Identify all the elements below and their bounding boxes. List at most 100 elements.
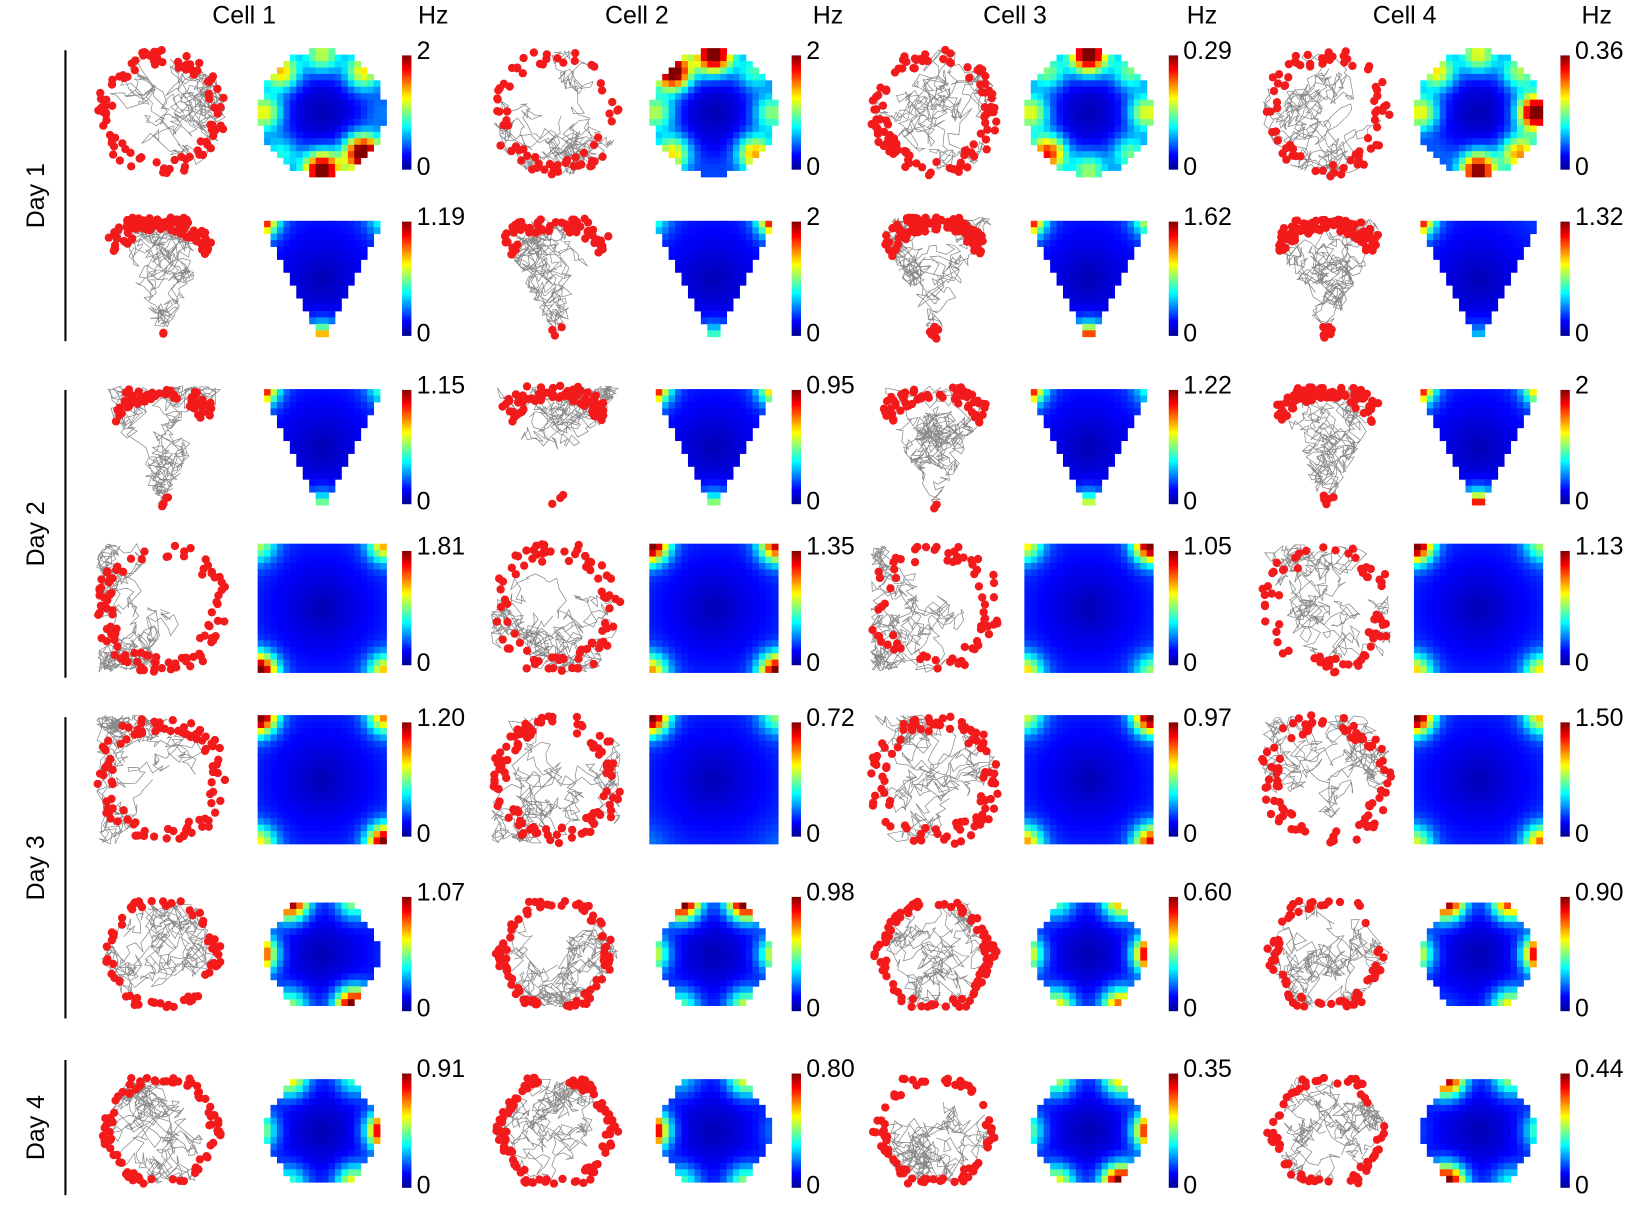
- rate-bin: [1031, 87, 1038, 94]
- rate-bin: [694, 132, 701, 139]
- rate-bin: [1031, 627, 1038, 634]
- rate-bin: [1102, 113, 1109, 120]
- colorbar: [792, 222, 801, 336]
- rate-bin: [1057, 240, 1064, 247]
- rate-bin: [1082, 285, 1089, 292]
- rate-bin: [1050, 660, 1057, 667]
- rate-bin: [1115, 67, 1122, 74]
- rate-bin: [1459, 259, 1466, 266]
- rate-bin: [277, 234, 284, 241]
- rate-bin: [1024, 106, 1031, 113]
- rate-bin: [1115, 234, 1122, 241]
- rate-bin: [1044, 557, 1051, 564]
- rate-bin: [1044, 415, 1051, 422]
- rate-bin: [739, 441, 746, 448]
- rate-bin: [1095, 171, 1102, 178]
- rate-bin: [296, 138, 303, 145]
- rate-bin: [1427, 106, 1434, 113]
- rate-bin: [1057, 106, 1064, 113]
- rate-bin: [765, 138, 772, 145]
- rate-bin: [374, 589, 381, 596]
- rate-bin: [694, 666, 701, 673]
- rate-bin: [1440, 415, 1447, 422]
- rate-bin: [329, 74, 336, 81]
- rate-bin: [1504, 164, 1511, 171]
- rate-bin: [329, 550, 336, 557]
- rate-bin: [701, 653, 708, 660]
- rate-bin: [316, 660, 323, 667]
- rate-bin: [1453, 100, 1460, 107]
- rate-bin: [707, 145, 714, 152]
- rate-bin: [1504, 227, 1511, 234]
- rate-bin: [1511, 87, 1518, 94]
- rate-bin: [1472, 479, 1479, 486]
- rate-bin: [1414, 119, 1421, 126]
- rate-bin: [1108, 119, 1115, 126]
- rate-bin: [277, 415, 284, 422]
- rate-bin: [1102, 454, 1109, 461]
- rate-bin: [290, 61, 297, 68]
- rate-bin: [1491, 460, 1498, 467]
- rate-bin: [309, 227, 316, 234]
- rate-bin: [1063, 589, 1070, 596]
- rate-bin: [662, 100, 669, 107]
- rate-bin: [316, 582, 323, 589]
- rate-bin: [367, 125, 374, 132]
- rate-bin: [1108, 240, 1115, 247]
- rate-bin: [1069, 259, 1076, 266]
- rate-bin: [367, 589, 374, 596]
- rate-bin: [341, 428, 348, 435]
- spike-dot: [195, 59, 203, 67]
- rate-bin: [765, 640, 772, 647]
- rate-bin: [1523, 113, 1530, 120]
- spike-dot: [944, 549, 952, 557]
- rate-bin: [1121, 113, 1128, 120]
- rate-bin: [1453, 67, 1460, 74]
- spike-dot: [946, 49, 954, 57]
- rate-bin: [765, 602, 772, 609]
- rate-bin: [765, 125, 772, 132]
- rate-bin: [380, 563, 387, 570]
- spike-dot: [534, 657, 542, 665]
- rate-bin: [329, 67, 336, 74]
- rate-bin: [707, 106, 714, 113]
- colorbar: [1169, 55, 1178, 169]
- rate-bin: [1082, 441, 1089, 448]
- rate-bin: [649, 608, 656, 615]
- spike-dot: [589, 226, 597, 234]
- spike-dot: [1296, 152, 1304, 160]
- rate-bin: [374, 80, 381, 87]
- spike-dot: [197, 137, 205, 145]
- rate-bin: [1453, 460, 1460, 467]
- rate-bin: [682, 74, 689, 81]
- rate-bin: [271, 627, 278, 634]
- rate-bin: [649, 653, 656, 660]
- trajectory-plot: [1275, 216, 1382, 342]
- rate-bin: [1095, 93, 1102, 100]
- rate-bin: [707, 569, 714, 576]
- rate-bin: [694, 421, 701, 428]
- rate-bin: [277, 627, 284, 634]
- rate-bin: [733, 402, 740, 409]
- rate-bin: [720, 479, 727, 486]
- rate-bin: [329, 666, 336, 673]
- rate-bin: [746, 550, 753, 557]
- rate-bin: [264, 582, 271, 589]
- rate-bin: [1134, 119, 1141, 126]
- rate-bin: [322, 582, 329, 589]
- rate-bin: [329, 647, 336, 654]
- rate-bin: [309, 582, 316, 589]
- rate-bin: [1472, 61, 1479, 68]
- rate-bin: [720, 164, 727, 171]
- rate-bin: [296, 447, 303, 454]
- rate-bin: [759, 589, 766, 596]
- rate-bin: [367, 402, 374, 409]
- rate-bin: [1530, 113, 1537, 120]
- rate-bin: [746, 402, 753, 409]
- rate-bin: [354, 608, 361, 615]
- rate-bin: [1465, 396, 1472, 403]
- rate-bin: [1472, 247, 1479, 254]
- rate-bin: [367, 113, 374, 120]
- rate-bin: [701, 647, 708, 654]
- rate-bin: [1102, 145, 1109, 152]
